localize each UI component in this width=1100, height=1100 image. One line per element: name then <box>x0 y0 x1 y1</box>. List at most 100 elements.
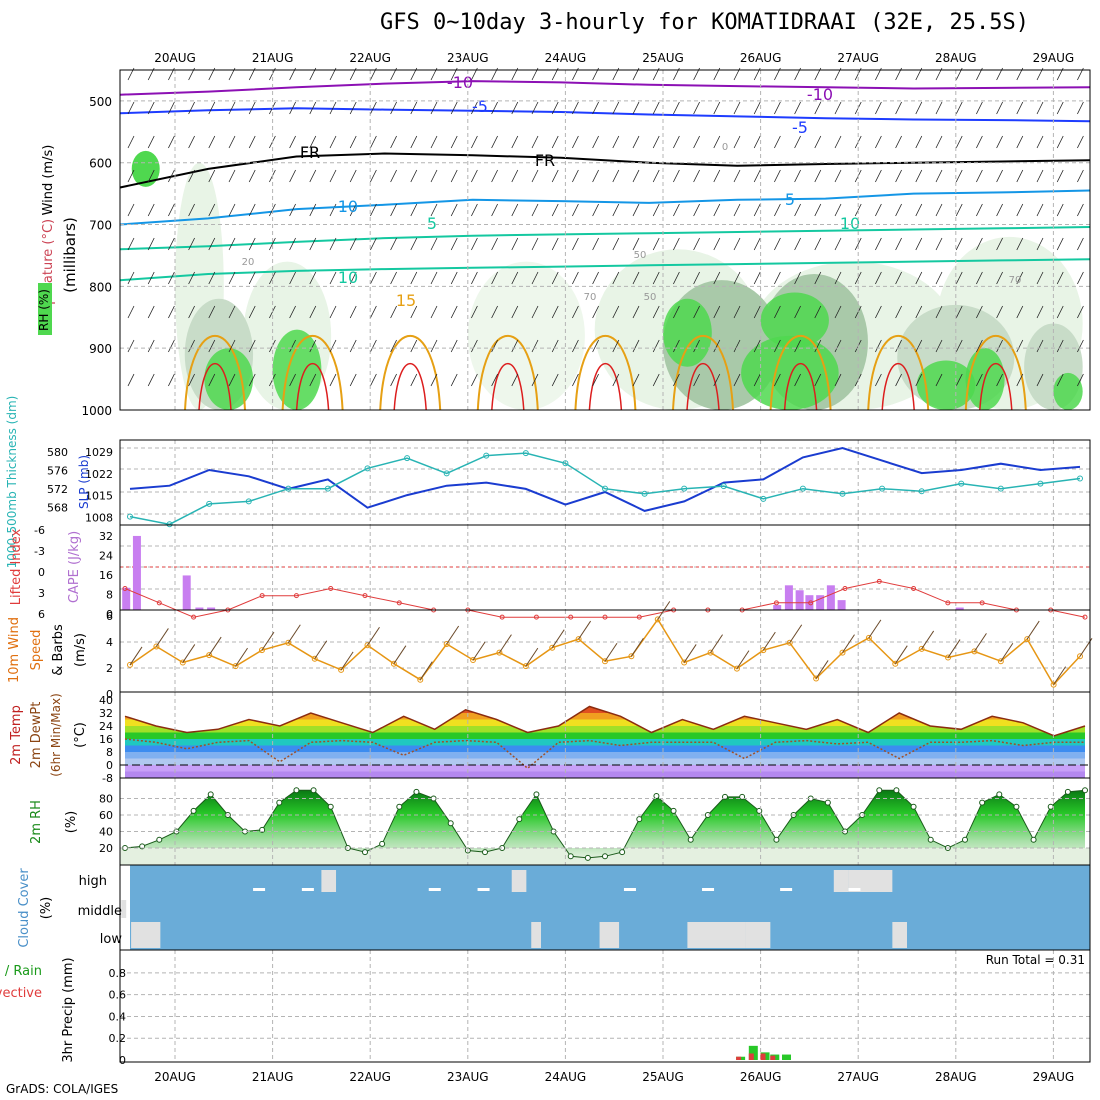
y-tick-label: 900 <box>89 342 112 356</box>
wind-barb <box>612 305 620 319</box>
wind-barb <box>188 339 195 353</box>
wind-speed-marker <box>1077 653 1083 660</box>
wind-barb <box>1077 135 1084 149</box>
wind-barb <box>955 373 963 387</box>
wind-barb <box>814 135 822 149</box>
wind-barb <box>713 135 721 149</box>
y-tick-rh: 40 <box>99 826 113 839</box>
wind-barb <box>875 373 882 387</box>
y-tick-thickness: 572 <box>47 483 68 496</box>
wind-barb <box>168 237 175 251</box>
cape-bar <box>122 587 131 610</box>
wind-barb <box>774 169 781 183</box>
wind-barb <box>693 305 700 319</box>
wind-barb <box>248 237 256 251</box>
thickness-marker <box>839 490 846 497</box>
wind-barb <box>1056 169 1064 183</box>
rh-high-shading <box>760 292 829 349</box>
wind-barb <box>592 135 599 149</box>
wind-barb <box>572 339 579 353</box>
temperature-band <box>125 719 1085 726</box>
y-tick-li: 3 <box>38 587 45 600</box>
wind-barb <box>955 237 963 251</box>
wind-barb <box>895 271 902 285</box>
wind-barb <box>511 373 519 387</box>
cloud-block <box>848 870 893 892</box>
y-tick-temp: 16 <box>99 733 113 746</box>
wind-barb <box>491 169 498 183</box>
rh-marker <box>824 799 831 806</box>
contour-label: 50 <box>634 250 647 261</box>
wind-barb <box>430 271 438 285</box>
wind-barb <box>673 339 680 353</box>
wind-barb <box>471 373 478 387</box>
y-tick-slp: 1029 <box>85 446 113 459</box>
wind-barb <box>289 271 296 285</box>
cloud-block <box>531 922 541 948</box>
wind-barb <box>652 271 660 285</box>
wind-barb <box>713 203 721 217</box>
wind-barb <box>390 135 397 149</box>
y-tick-wind: 4 <box>106 636 113 649</box>
wind-barb <box>976 169 983 183</box>
y-tick-temp: 40 <box>99 694 113 707</box>
rh-marker <box>327 803 334 810</box>
rh-marker <box>876 787 883 794</box>
axis-label-thickness: 1000-500mb Thickness (dm) <box>5 396 19 569</box>
cape-bar <box>195 607 204 610</box>
wind-barb <box>511 203 519 217</box>
wind-barb <box>753 305 761 319</box>
wind-barb <box>390 169 397 183</box>
wind-barb <box>248 101 256 115</box>
contour-label: -10 <box>332 197 358 216</box>
wind-barb-10m <box>525 647 539 667</box>
axis-label-cloud: Cloud Cover <box>17 868 32 948</box>
wind-barb <box>1036 305 1044 319</box>
wind-barb <box>289 135 296 149</box>
wind-barb <box>572 373 579 387</box>
wind-barb <box>1077 237 1084 251</box>
wind-barb <box>1077 101 1084 115</box>
wind-barb <box>895 135 902 149</box>
wind-barb <box>127 305 135 319</box>
wind-speed-marker <box>892 660 899 667</box>
wind-speed-marker <box>179 659 186 666</box>
contour-label: 10 <box>840 214 860 233</box>
thickness-marker <box>681 485 688 492</box>
wind-barb <box>208 135 216 149</box>
wind-barb-10m <box>762 631 776 651</box>
date-label-top: 27AUG <box>837 51 879 65</box>
wind-barb <box>814 373 822 387</box>
axis-label-slp: SLP (mb) <box>77 455 91 509</box>
temperature-band <box>125 739 1085 746</box>
cloud-block <box>131 922 161 948</box>
wind-barb <box>551 203 559 217</box>
date-label-top: 29AUG <box>1033 51 1075 65</box>
wind-barb <box>612 271 620 285</box>
wind-barb <box>168 203 175 217</box>
wind-barb <box>390 305 397 319</box>
wind-barb <box>531 305 539 319</box>
wind-barb <box>410 169 418 183</box>
y-tick-temp: 32 <box>99 707 113 720</box>
wind-barb <box>1016 237 1024 251</box>
wind-barb <box>471 135 478 149</box>
temperature-band <box>125 752 1085 759</box>
temperature-band <box>125 745 1085 752</box>
cape-bar <box>784 585 793 610</box>
wind-barb <box>188 373 195 387</box>
rh-marker <box>413 788 420 795</box>
wind-barb <box>814 237 822 251</box>
wind-speed-marker <box>496 649 503 656</box>
wind-barb <box>147 203 155 217</box>
wind-barb <box>693 135 700 149</box>
date-label-bottom: 27AUG <box>837 1070 879 1084</box>
rh-shading <box>467 261 585 410</box>
wind-barb <box>976 339 983 353</box>
temperature-band <box>125 765 1085 772</box>
wind-barb <box>450 203 458 217</box>
wind-barb <box>390 373 397 387</box>
wind-barb-10m <box>419 661 433 680</box>
wind-barb <box>955 169 963 183</box>
wind-barb <box>834 101 842 115</box>
